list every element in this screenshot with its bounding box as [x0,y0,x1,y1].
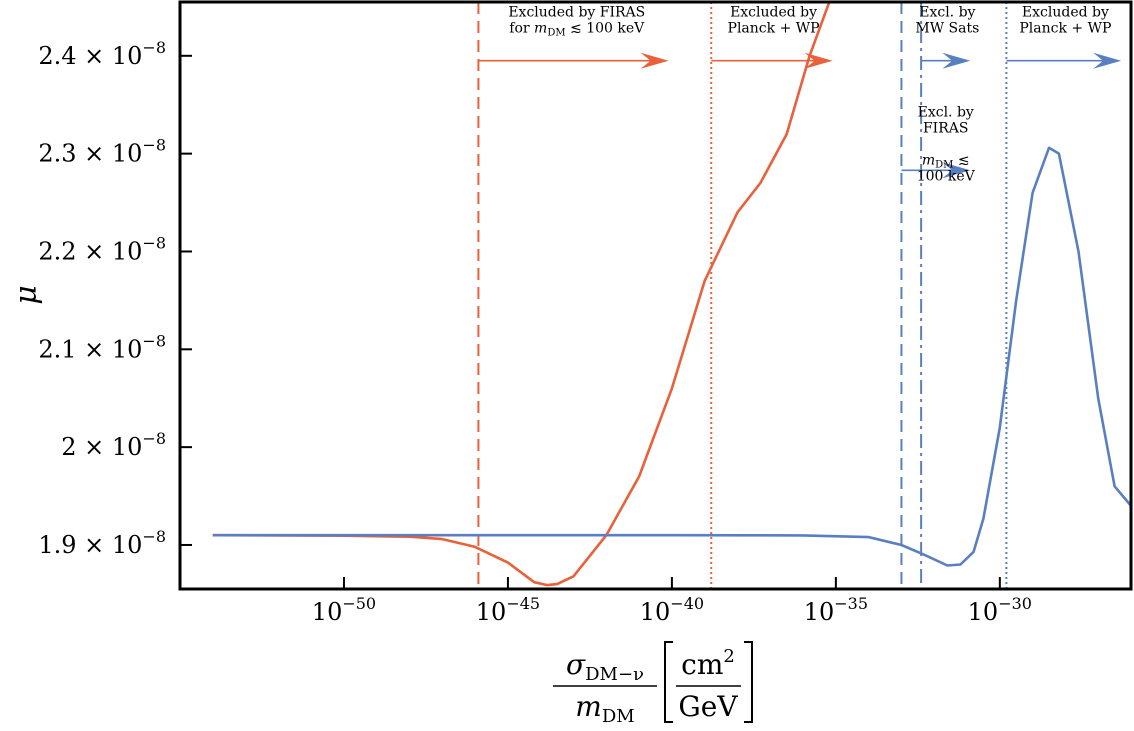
annotation-text-part: m [922,152,935,168]
annotation-text-3-1: Planck + WP [1019,21,1111,37]
x-tick-label-base: 10 [476,598,507,626]
y-axis-label: μ [9,285,44,305]
y-tick-label-0: 1.9 × 10−8 [38,527,166,559]
x-tick-label-base: 10 [312,598,343,626]
x-axis-label-numerator: σDM−ν [566,648,644,685]
annotation-text-part: ≲ 100 keV [566,21,646,37]
y-tick-label-exp: −8 [142,233,166,252]
y-tick-label-4: 2.3 × 10−8 [38,136,166,168]
x-tick-label-base: 10 [640,598,671,626]
y-tick-label-exp: −8 [142,136,166,155]
annotation-text-4-3: mDM ≲ [922,152,970,170]
y-tick-label-mantissa: 2.2 × 10 [38,237,142,265]
annotation-text-part: m [534,21,547,37]
y-tick-label-mantissa: 2.3 × 10 [38,140,142,168]
x-axis-label-denominator: mDM [575,690,634,726]
annotation-text-part: for [509,21,534,37]
y-tick-label-2: 2.1 × 10−8 [38,331,166,363]
x-tick-label-3: 10−35 [804,594,868,626]
annotation-text-part: ≲ [953,152,969,168]
x-tick-label-exp: −30 [998,594,1032,613]
y-tick-label-mantissa: 2 × 10 [61,433,142,461]
x-tick-label-base: 10 [804,598,835,626]
x-axis-unit-denominator: GeV [678,690,738,723]
y-tick-label-mantissa: 2.4 × 10 [38,42,142,70]
x-tick-label-2: 10−40 [640,594,704,626]
series-line-0 [212,2,831,587]
annotation-text-1-0: Excluded by [730,5,817,21]
annotation-arrow-head-1 [804,52,833,69]
annotation-text-4-4: 100 keV [917,168,976,184]
y-tick-label-exp: −8 [142,527,166,546]
x-tick-label-0: 10−50 [312,594,376,626]
annotation-arrow-head-3 [1093,52,1122,69]
annotation-text-part: DM [935,159,953,170]
y-tick-label-5: 2.4 × 10−8 [38,38,166,70]
x-axis-label-part: σ [566,648,586,681]
y-tick-label-exp: −8 [142,331,166,350]
y-tick-label-exp: −8 [142,38,166,57]
x-axis-label-part: DM−ν [585,664,644,685]
x-axis-label-part: cm [681,648,723,681]
annotation-arrow-head-4 [942,162,971,179]
x-axis-label-part: DM [602,706,635,726]
x-tick-label-exp: −45 [506,594,540,613]
series-line-1 [212,146,1131,567]
annotation-text-0-1: for mDM ≲ 100 keV [509,21,645,39]
x-axis-unit-numerator: cm2 [681,646,735,681]
annotation-arrow-head-2 [942,52,971,69]
annotation-text-2-1: MW Sats [915,21,979,37]
x-axis-label-part: 2 [723,646,734,667]
x-tick-label-exp: −50 [342,594,376,613]
annotation-text-2-0: Excl. by [919,5,975,21]
y-tick-label-1: 2 × 10−8 [61,429,166,461]
annotation-text-3-0: Excluded by [1022,5,1109,21]
x-tick-label-exp: −40 [670,594,704,613]
y-tick-label-3: 2.2 × 10−8 [38,233,166,265]
x-tick-label-base: 10 [968,598,999,626]
y-tick-label-exp: −8 [142,429,166,448]
x-axis-label-part: m [575,690,602,723]
annotation-text-1-1: Planck + WP [728,21,820,37]
y-tick-label-mantissa: 2.1 × 10 [38,335,142,363]
annotation-text-0-0: Excluded by FIRAS [508,5,645,21]
x-tick-label-4: 10−30 [968,594,1032,626]
annotation-text-4-0: Excl. by [918,104,974,120]
annotation-text-4-1: FIRAS [923,120,969,136]
x-tick-label-1: 10−45 [476,594,540,626]
annotation-arrow-head-0 [640,52,669,69]
annotation-text-part: DM [547,28,565,39]
x-tick-label-exp: −35 [834,594,868,613]
y-tick-label-mantissa: 1.9 × 10 [38,531,142,559]
x-axis-label-left-bracket [664,641,673,723]
plot-frame [178,0,1133,591]
x-axis-label-right-bracket [744,641,753,723]
